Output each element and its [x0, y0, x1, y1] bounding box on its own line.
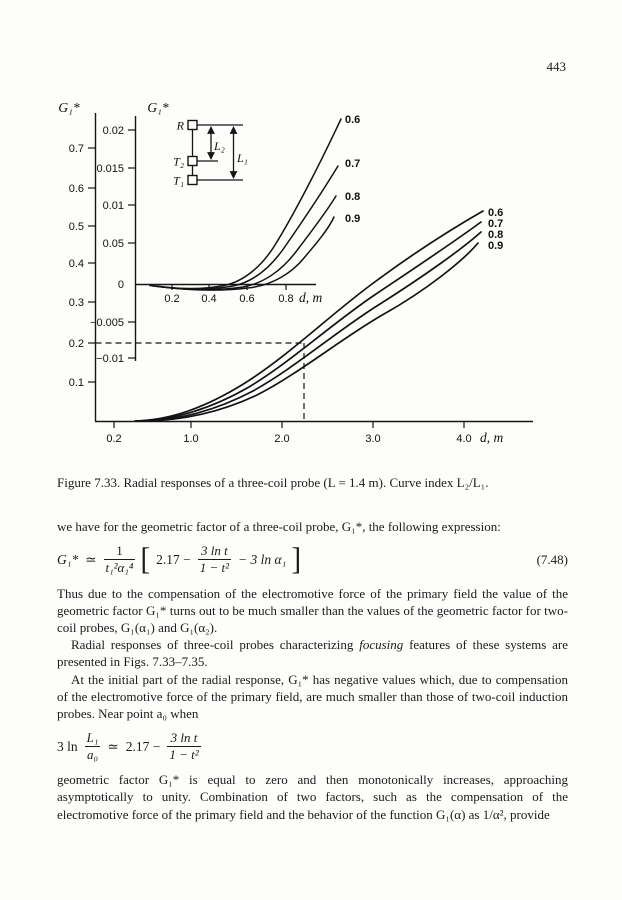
eq748-relation: ≃ [85, 552, 97, 568]
eq-a0-fraction-2: 3 ln t 1 − t² [167, 730, 201, 762]
inset-curve-label-0.8: 0.8 [345, 191, 360, 203]
page-number: 443 [546, 59, 567, 74]
equation-7-48: G₁* ≃ 1 t₁²α₁⁴ [ 2.17 − 3 ln t 1 − t² − … [57, 539, 568, 576]
main-curve-0.6 [134, 210, 484, 422]
inset-ytick-label: 0 [118, 279, 124, 291]
coil-T2 [187, 155, 198, 167]
main-curve-0.7 [137, 221, 482, 422]
inset-curve-0.9 [158, 216, 335, 291]
eq-a0-lhs: 3 ln [57, 739, 78, 755]
inset-y-axis-label: G₁* [147, 100, 168, 115]
inset-curve-label-0.6: 0.6 [345, 114, 360, 126]
figure-caption: Figure 7.33. Radial responses of a three… [57, 475, 489, 490]
figure-7-33-chart: 0.7 0.6 0.5 0.4 0.3 0.2 0.1 0.2 1.0 2.0 … [58, 100, 533, 445]
eq748-frac1-denominator: t₁²α₁⁴ [103, 558, 136, 575]
main-curve-label-0.7: 0.7 [488, 218, 503, 230]
inset-ytick-label: −0.01 [96, 353, 124, 365]
paragraph-intro: we have for the geometric factor of a th… [57, 519, 501, 535]
main-curve-label-0.6: 0.6 [488, 207, 503, 219]
inset-ytick-label: −0.005 [90, 317, 124, 329]
eq748-frac1-numerator: 1 [116, 543, 123, 559]
inset-curve-label-0.9: 0.9 [345, 213, 360, 225]
main-ytick-label: 0.6 [69, 183, 84, 195]
coil-T1-label: T₁ [173, 174, 184, 188]
eq748-term-post: − 3 ln α₁ [238, 552, 287, 568]
inset-curve-0.6 [149, 118, 342, 290]
inset-ytick-label: 0.05 [103, 238, 124, 250]
coil-R [187, 119, 198, 131]
eq748-number: (7.48) [536, 552, 568, 568]
paragraph-2-post: features of these systems are presented … [57, 637, 568, 670]
inset-xtick-label: 0.8 [278, 293, 293, 305]
inset-ytick-label: 0.02 [103, 125, 124, 137]
equation-a0: 3 ln L₁ a₀ ≃ 2.17 − 3 ln t 1 − t² [57, 731, 568, 762]
main-xtick-label: 3.0 [365, 433, 380, 445]
main-ytick-label: 0.7 [69, 143, 84, 155]
L2-label: L₂ [213, 139, 225, 153]
coil-T2-label: T₂ [173, 155, 184, 169]
inset-xtick-label: 0.4 [201, 293, 216, 305]
inset-curve-label-0.7: 0.7 [345, 158, 360, 170]
main-curve-0.8 [140, 231, 482, 422]
main-ytick-label: 0.3 [69, 297, 84, 309]
eq748-fraction-1: 1 t₁²α₁⁴ [103, 543, 136, 575]
inset-ytick-label: 0.01 [103, 200, 124, 212]
main-ytick-label: 0.2 [69, 338, 84, 350]
eq-a0-fraction-1: L₁ a₀ [84, 730, 101, 763]
main-y-axis-label: G₁* [58, 100, 79, 115]
main-ytick-label: 0.4 [69, 258, 84, 270]
coil-T1 [187, 174, 198, 186]
main-ytick-label: 0.5 [69, 221, 84, 233]
eq-a0-frac1-denominator: a₀ [84, 745, 101, 763]
L1-label: L₁ [236, 151, 248, 165]
eq748-term-pre: 2.17 − [156, 552, 191, 568]
paragraph-4: geometric factor G₁* is equal to zero an… [57, 772, 568, 822]
eq-a0-frac2-numerator: 3 ln t [170, 730, 198, 746]
main-x-axis-label: d, m [480, 430, 504, 445]
coil-R-label: R [176, 119, 185, 133]
inset-xtick-label: 0.2 [164, 293, 179, 305]
paragraph-2: Radial responses of three-coil probes ch… [57, 636, 568, 670]
main-xtick-label: 2.0 [274, 433, 289, 445]
eq748-frac2-numerator: 3 ln t [200, 543, 228, 559]
eq-a0-relation: ≃ [107, 739, 119, 755]
eq-a0-term-pre: 2.17 − [125, 739, 161, 755]
eq748-fraction-2: 3 ln t 1 − t² [197, 543, 231, 575]
paragraph-2-emphasis: focusing [359, 637, 404, 653]
main-xtick-label: 4.0 [456, 433, 471, 445]
main-curve-0.9 [143, 242, 479, 422]
main-xtick-label: 0.2 [106, 433, 121, 445]
eq748-lhs: G₁* [57, 552, 79, 568]
main-curve-label-0.9: 0.9 [488, 240, 503, 252]
paragraph-3: At the initial part of the radial respon… [57, 671, 568, 721]
main-ytick-label: 0.1 [69, 377, 84, 389]
eq-a0-frac1-numerator: L₁ [86, 730, 99, 746]
main-curve-label-0.8: 0.8 [488, 229, 503, 241]
main-xtick-label: 1.0 [183, 433, 198, 445]
eq748-frac2-denominator: 1 − t² [197, 558, 231, 575]
eq-a0-frac2-denominator: 1 − t² [167, 745, 201, 762]
text-column: Figure 7.33. Radial responses of a three… [57, 474, 568, 823]
inset-ytick-label: 0.015 [96, 163, 124, 175]
paragraph-1: Thus due to the compensation of the elec… [57, 585, 568, 635]
inset-xtick-label: 0.6 [239, 293, 254, 305]
inset-x-axis-label: d, m [299, 290, 323, 305]
paragraph-2-pre: Radial responses of three-coil probes ch… [71, 637, 360, 653]
